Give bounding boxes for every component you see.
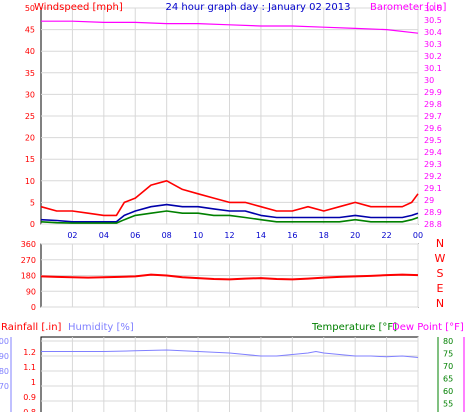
hour-tick-label: 14 (256, 231, 266, 240)
temperature-tick-label: 55 (443, 400, 453, 409)
barometer-tick-labels: 28.8 28.9 29 29.1 29.2 29.3 29.4 29.5 29.6 29.7 29… (424, 4, 442, 229)
barometer-tick-label: 29 (424, 196, 434, 205)
windspeed-tick-label: 45 (25, 26, 35, 35)
temperature-tick-labels: 80 75 70 65 60 55 (443, 337, 453, 409)
direction-degree-tick-label: 360 (21, 240, 36, 249)
direction-degree-tick-label: 270 (21, 256, 36, 265)
hour-tick-label: 16 (287, 231, 297, 240)
rainfall-tick-label: 1 (31, 378, 36, 387)
temperature-tick-label: 75 (443, 350, 453, 359)
barometer-tick-label: 28.8 (424, 220, 442, 229)
barometer-line (41, 20, 419, 34)
graph-title: 24 hour graph day : January 02 2013 (166, 2, 351, 13)
hour-tick-label: 18 (319, 231, 329, 240)
barometer-tick-label: 30.6 (424, 4, 442, 13)
hour-tick-labels: 02 04 06 08 10 12 14 16 18 20 22 00 (67, 231, 423, 240)
humidity-line (41, 349, 419, 358)
hour-tick-label: 22 (381, 231, 391, 240)
direction-degree-tick-label: 180 (21, 272, 36, 281)
barometer-tick-label: 29.7 (424, 112, 442, 121)
hour-tick-label: 00 (413, 231, 423, 240)
rainfall-axis-label: Rainfall [.in] (1, 322, 62, 333)
compass-tick-label: N (436, 297, 444, 310)
windspeed-tick-label: 5 (30, 198, 35, 207)
hour-tick-label: 20 (350, 231, 360, 240)
temperature-tick-label: 80 (443, 337, 453, 346)
windspeed-tick-label: 40 (25, 47, 35, 56)
humidity-tick-label: 80 (0, 367, 9, 376)
barometer-tick-label: 30 (424, 76, 434, 85)
windspeed-line (40, 210, 419, 224)
temperature-tick-label: 70 (443, 362, 453, 371)
windspeed-tick-label: 15 (25, 155, 35, 164)
compass-tick-label: S (437, 267, 444, 280)
windspeed-tick-label: 25 (25, 112, 35, 121)
windspeed-tick-labels: 0 5 10 15 20 25 30 35 40 45 50 (25, 4, 35, 229)
compass-tick-label: N (436, 237, 444, 250)
barometer-tick-label: 30.1 (424, 64, 442, 73)
direction-degree-tick-label: 90 (26, 287, 36, 296)
windspeed-tick-label: 50 (25, 4, 35, 13)
humidity-tick-label: 90 (0, 352, 9, 361)
barometer-axis-label: Barometer [.in] (370, 2, 446, 13)
barometer-tick-label: 30.5 (424, 16, 442, 25)
windspeed-tick-label: 0 (30, 220, 35, 229)
humidity-tick-label: 100 (0, 337, 9, 346)
windspeed-tick-label: 30 (25, 90, 35, 99)
rainfall-tick-labels: 1.2 1.1 1 0.9 0.8 (23, 348, 36, 417)
panel2-series (40, 273, 419, 281)
barometer-tick-label: 29.4 (424, 148, 442, 157)
temperature-axis-label: Temperature [°F] (311, 322, 397, 333)
humidity-axis-label: Humidity [%] (68, 322, 134, 333)
barometer-tick-label: 29.9 (424, 88, 442, 97)
humidity-tick-labels: 100 90 80 70 (0, 337, 9, 391)
rainfall-tick-label: 0.8 (23, 408, 36, 412)
windspeed-tick-label: 10 (25, 177, 35, 186)
rainfall-tick-label: 1.1 (23, 363, 36, 372)
windspeed-tick-label: 35 (25, 69, 35, 78)
barometer-tick-label: 29.8 (424, 100, 442, 109)
barometer-tick-label: 28.9 (424, 208, 442, 217)
hour-tick-label: 04 (99, 231, 109, 240)
panel1-series (40, 20, 419, 224)
panel3-series (41, 349, 419, 358)
hour-tick-label: 10 (193, 231, 203, 240)
humidity-tick-label: 70 (0, 382, 9, 391)
compass-tick-label: W (435, 252, 446, 265)
hour-tick-label: 02 (67, 231, 77, 240)
temperature-tick-label: 65 (443, 375, 453, 384)
barometer-tick-label: 29.2 (424, 172, 442, 181)
barometer-tick-label: 29.6 (424, 124, 442, 133)
avg-windspeed-line (40, 203, 419, 223)
barometer-tick-label: 30.3 (424, 40, 442, 49)
panel1-grid (41, 7, 419, 225)
dewpoint-axis-label: Dew Point [°F] (392, 322, 464, 333)
barometer-tick-label: 29.3 (424, 160, 442, 169)
direction-degree-tick-labels: 360 270 180 90 0 (21, 240, 36, 312)
hour-tick-label: 08 (162, 231, 172, 240)
barometer-tick-label: 29.1 (424, 184, 442, 193)
barometer-tick-label: 30.4 (424, 28, 442, 37)
hour-tick-label: 12 (224, 231, 234, 240)
temperature-tick-label: 60 (443, 387, 453, 396)
hour-tick-label: 06 (130, 231, 140, 240)
compass-tick-label: E (437, 282, 444, 295)
rainfall-tick-label: 1.2 (23, 348, 36, 357)
wind-direction-line (40, 273, 419, 281)
windspeed-tick-label: 20 (25, 134, 35, 143)
barometer-tick-label: 30.2 (424, 52, 442, 61)
barometer-tick-label: 29.5 (424, 136, 442, 145)
direction-degree-tick-label: 0 (31, 303, 36, 312)
rainfall-tick-label: 0.9 (23, 393, 36, 402)
windspeed-axis-label: Windspeed [mph] (34, 2, 123, 13)
windgust-line (40, 180, 419, 217)
